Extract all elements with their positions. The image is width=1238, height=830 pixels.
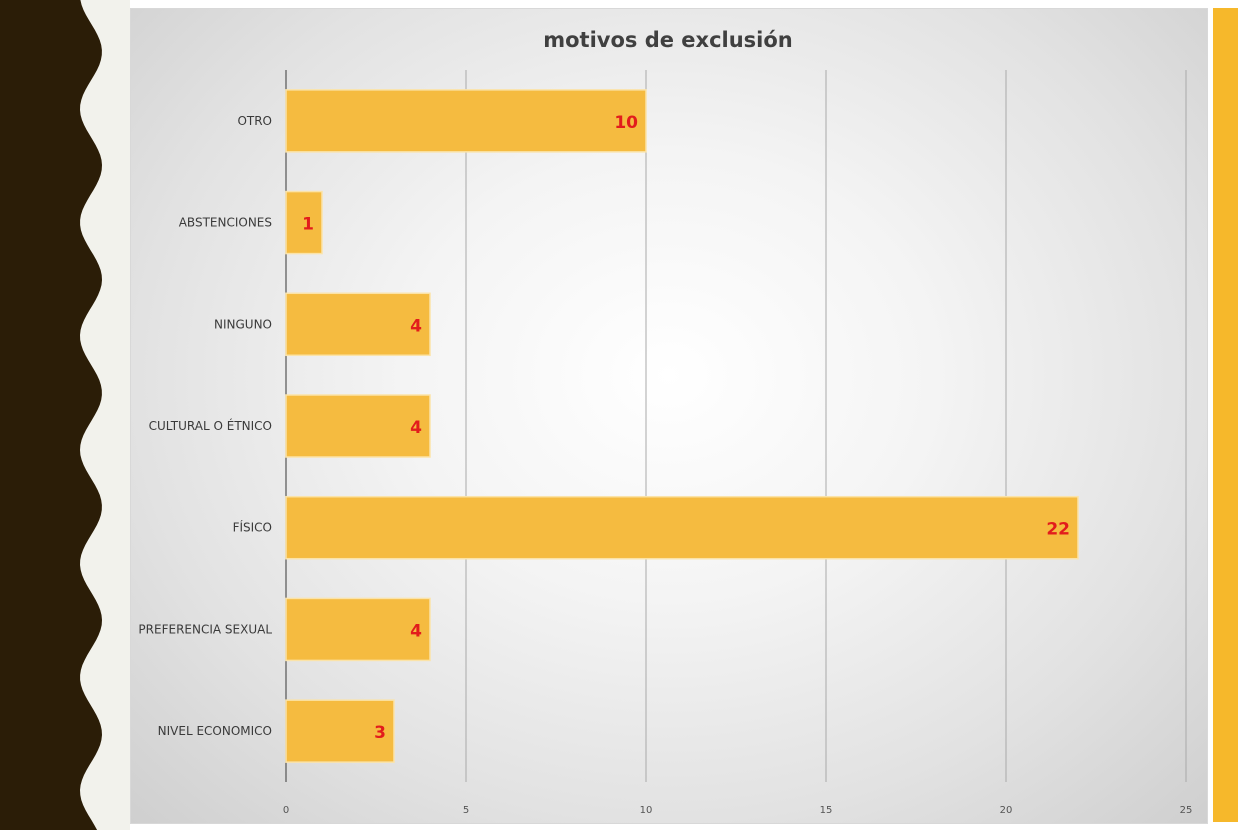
- bar: [285, 699, 395, 763]
- x-tick-label: 5: [463, 805, 469, 816]
- data-label: 10: [614, 113, 638, 133]
- data-labels: 10 1 4 4 22 4 3: [302, 113, 1070, 743]
- x-tick-label: 10: [640, 805, 653, 816]
- bars: [285, 89, 1079, 763]
- bar: [285, 292, 431, 357]
- right-accent-divider: [1210, 8, 1212, 822]
- wave-dark-decoration: [0, 0, 102, 830]
- data-label: 1: [302, 215, 314, 235]
- x-tick-label: 15: [820, 805, 833, 816]
- bar: [285, 597, 431, 662]
- right-accent-bar: [1210, 8, 1238, 822]
- category-label: NIVEL ECONOMICO: [158, 724, 272, 738]
- bar: [285, 495, 1079, 560]
- data-label: 22: [1046, 520, 1070, 540]
- x-tick-labels: 0 5 10 15 20 25: [283, 805, 1193, 816]
- x-tick-label: 20: [1000, 805, 1013, 816]
- category-labels: OTRO ABSTENCIONES NINGUNO CULTURAL O ÉTNICO…: [138, 114, 272, 738]
- category-label: OTRO: [237, 114, 272, 128]
- data-label: 4: [410, 418, 422, 438]
- category-label: PREFERENCIA SEXUAL: [138, 622, 272, 636]
- x-tick-label: 25: [1180, 805, 1193, 816]
- chart-title: motivos de exclusión: [543, 28, 793, 52]
- category-label: ABSTENCIONES: [179, 216, 272, 230]
- category-label: CULTURAL O ÉTNICO: [149, 418, 272, 433]
- bar: [285, 394, 431, 458]
- data-label: 3: [374, 723, 386, 743]
- gridlines: [285, 70, 1187, 782]
- data-label: 4: [410, 621, 422, 641]
- data-label: 4: [410, 316, 422, 336]
- x-tick-label: 0: [283, 805, 289, 816]
- category-label: NINGUNO: [214, 317, 272, 331]
- right-accent-fill: [1213, 8, 1238, 822]
- category-label: FÍSICO: [233, 520, 272, 535]
- bar: [285, 190, 323, 255]
- bar: [285, 89, 647, 153]
- wave-band-decoration: [0, 0, 130, 830]
